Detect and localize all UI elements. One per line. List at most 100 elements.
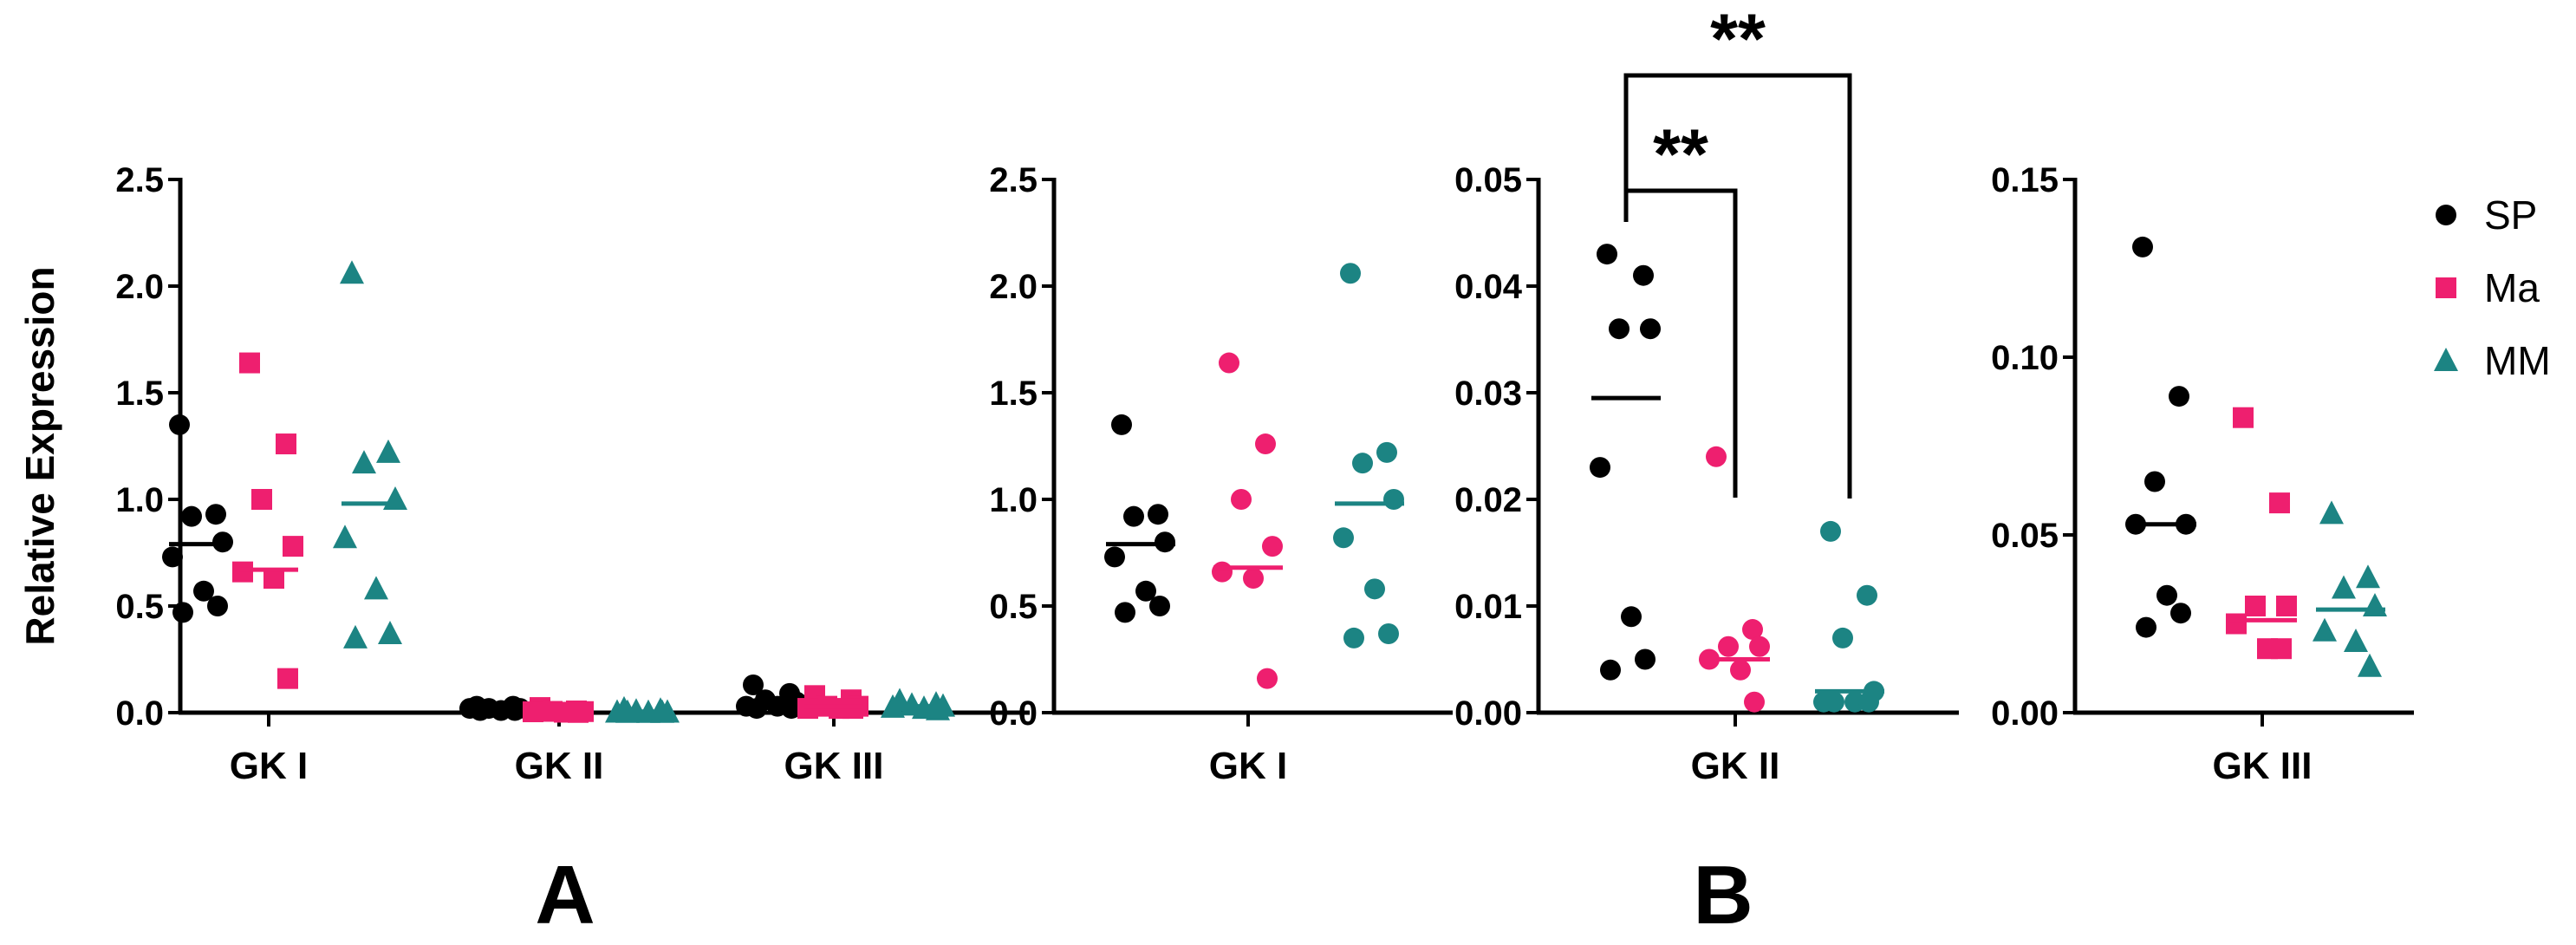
x-tick-label: GK I [230,745,308,787]
data-point-sp [2156,584,2177,606]
data-point-mm [352,450,376,474]
data-point-ma [1255,433,1276,455]
data-point-ma [2245,596,2266,616]
data-point-sp [1609,318,1630,340]
data-point-mm [364,576,388,600]
data-point-ma [251,489,272,510]
y-tick-label: 0.5 [989,588,1038,626]
data-point-mm [1824,691,1844,713]
significance-stars: ** [1710,0,1766,79]
legend-marker-sp [2436,205,2456,225]
data-point-mm [1343,627,1364,648]
data-point-sp [1600,659,1621,681]
data-point-sp [1123,505,1144,527]
data-point-sp [1590,457,1610,479]
legend-label-ma: Ma [2484,265,2540,310]
data-point-sp [1111,414,1132,435]
y-tick-label: 0.00 [1454,694,1522,733]
data-point-mm [2332,575,2356,599]
data-point-sp [1640,318,1661,340]
x-tick-label: GK III [2213,745,2313,787]
legend-label-mm: MM [2484,338,2551,383]
data-point-mm [1858,691,1879,713]
data-point-ma [1749,635,1770,657]
data-point-ma [1231,489,1252,510]
y-tick-label: 0.01 [1454,588,1522,626]
data-point-sp [1148,504,1168,525]
data-point-ma [1243,568,1264,590]
chart-b3: 0.00 0.05 0.10 0.15 GK III [1991,161,2414,787]
data-point-mm [1383,489,1404,510]
legend-item-ma: Ma [2436,265,2540,310]
panel-label-b: B [1693,849,1753,942]
y-tick-label: 0.00 [1991,694,2059,733]
data-point-mm [926,696,950,720]
y-tick-label: 2.0 [989,268,1038,306]
y-tick-label: 1.5 [115,375,164,413]
data-point-sp [1135,580,1156,602]
data-point-ma [1257,668,1278,689]
y-tick-label: 0.05 [1991,517,2059,555]
data-point-ma [2269,492,2290,514]
x-tick-label: GK II [1691,745,1780,787]
data-point-sp [169,414,190,435]
y-tick-label: 0.5 [115,588,164,626]
data-point-sp [1104,546,1125,568]
data-point-mm [1333,527,1354,549]
data-point-ma [1744,691,1765,713]
data-point-mm [2356,564,2380,589]
legend-label-sp: SP [2484,192,2537,238]
data-point-mm [1378,622,1399,644]
y-tick-label: 1.0 [115,481,164,519]
data-point-sp [207,596,228,616]
data-point-sp [193,580,214,602]
panel-label-a: A [535,849,595,942]
data-point-ma [1718,635,1739,657]
data-point-sp [2132,236,2153,257]
data-point-mm [383,486,407,510]
data-point-sp [1597,244,1617,265]
y-tick-label: 0.03 [1454,375,1522,413]
data-point-mm [1340,263,1361,284]
data-point-sp [2170,603,2191,624]
data-point-mm [376,439,400,463]
data-point-ma [239,352,260,374]
y-tick-label: 0.15 [1991,161,2059,199]
data-point-ma [2276,596,2297,616]
data-point-sp [1149,596,1170,616]
data-point-mm [343,624,368,648]
x-tick-label: GK II [515,745,604,787]
data-point-sp [1115,602,1135,623]
y-tick-label: 2.0 [115,268,164,306]
data-point-mm [333,525,357,549]
data-point-mm [1832,627,1853,648]
legend-marker-mm [2434,348,2458,371]
data-point-mm [340,260,364,284]
y-tick-label: 0.02 [1454,481,1522,519]
data-point-ma [283,536,303,557]
data-point-ma [1706,446,1727,467]
data-point-mm [2363,593,2387,616]
y-tick-label: 1.5 [989,375,1038,413]
data-point-ma [2226,613,2247,635]
data-point-mm [1376,441,1397,463]
data-point-sp [181,505,202,527]
y-tick-label: 0.0 [115,694,164,733]
data-point-sp [205,504,226,525]
x-tick-label: GK I [1209,745,1287,787]
legend-item-mm: MM [2434,338,2551,383]
data-point-sp [162,546,183,568]
data-point-mm [2319,500,2344,525]
data-point-ma [1730,659,1751,681]
data-point-ma [1262,536,1283,557]
y-axis-label: Relative Expression [17,266,62,645]
chart-b2: 0.00 0.01 0.02 0.03 0.04 0.05 GK II **** [1454,0,1959,787]
data-point-mm [1364,578,1385,600]
data-point-mm [378,620,402,644]
legend-item-sp: SP [2436,192,2537,238]
data-point-mm [2313,617,2337,642]
chart-a: 0.0 0.5 1.0 1.5 2.0 2.5 GK I GK II GK III [115,161,1030,787]
data-point-ma [2271,638,2292,660]
chart-b1: 0.0 0.5 1.0 1.5 2.0 2.5 GK I [989,161,1453,787]
